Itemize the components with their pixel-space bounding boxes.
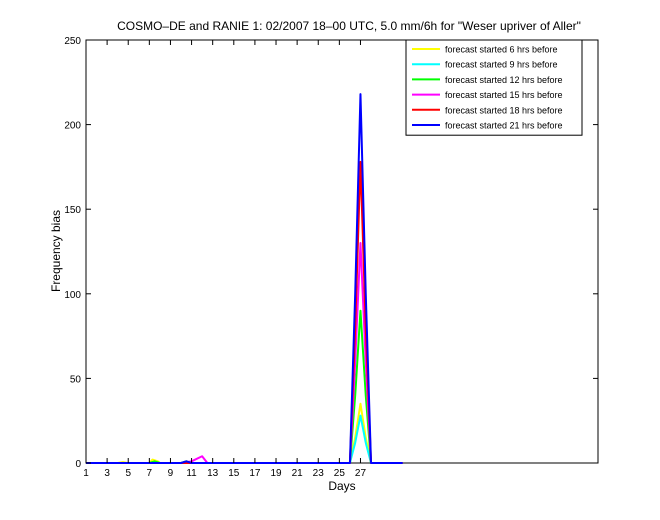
x-tick-label: 9 [168, 468, 174, 479]
x-tick-label: 17 [249, 468, 261, 479]
x-axis-ticks: 1 3 5 7 9 11 13 15 17 19 21 23 25 27 [83, 40, 366, 479]
x-tick-label: 15 [228, 468, 240, 479]
y-axis-label: Frequency bias [49, 210, 63, 292]
x-tick-label: 1 [83, 468, 89, 479]
legend-entry: forecast started 21 hrs before [445, 121, 563, 131]
legend-entry: forecast started 9 hrs before [445, 60, 558, 70]
y-axis-ticks: 0 50 100 150 200 250 [64, 36, 598, 470]
legend-box [405, 39, 583, 136]
x-tick-label: 13 [207, 468, 219, 479]
y-tick-label: 250 [64, 36, 81, 47]
x-tick-label: 5 [125, 468, 131, 479]
series-layer [86, 93, 403, 464]
x-tick-label: 23 [313, 468, 325, 479]
legend-entry: forecast started 15 hrs before [445, 90, 563, 100]
series-line-6 [86, 93, 403, 464]
y-tick-label: 150 [64, 205, 81, 216]
x-tick-label: 27 [355, 468, 367, 479]
legend: forecast started 6 hrs before forecast st… [405, 39, 583, 136]
x-axis-label: Days [328, 479, 355, 493]
x-tick-label: 25 [334, 468, 346, 479]
x-tick-label: 3 [104, 468, 110, 479]
y-tick-label: 200 [64, 121, 81, 132]
chart-title: COSMO–DE and RANIE 1: 02/2007 18–00 UTC,… [117, 19, 581, 33]
y-tick-label: 0 [75, 459, 81, 470]
y-tick-label: 100 [64, 290, 81, 301]
legend-entry: forecast started 18 hrs before [445, 105, 563, 115]
x-tick-label: 7 [147, 468, 153, 479]
legend-entry: forecast started 6 hrs before [445, 45, 558, 55]
x-tick-label: 21 [292, 468, 304, 479]
x-tick-label: 19 [270, 468, 282, 479]
legend-entry: forecast started 12 hrs before [445, 75, 563, 85]
x-tick-label: 11 [186, 468, 197, 479]
y-tick-label: 50 [70, 374, 82, 385]
